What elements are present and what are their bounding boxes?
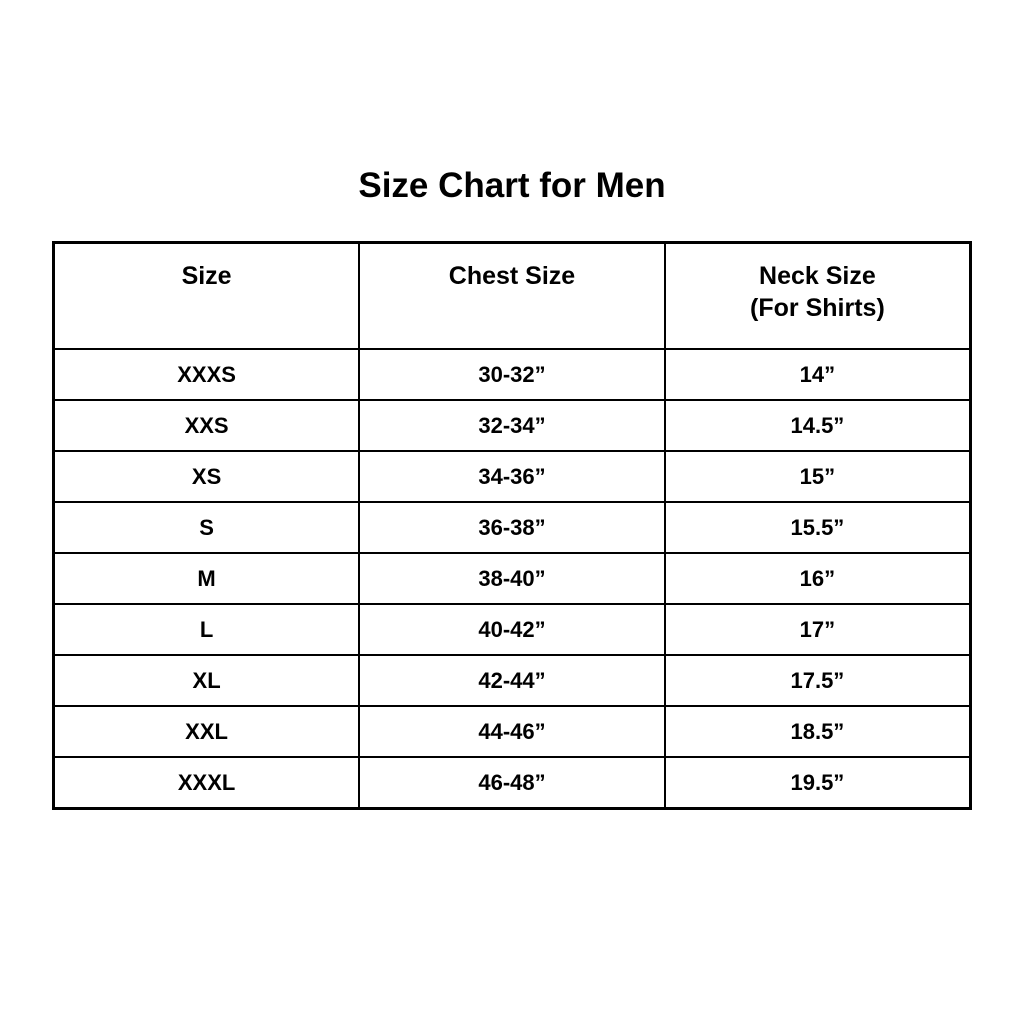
neck-size-cell: 14” [663,348,972,401]
neck-size-cell: 17.5” [663,654,972,707]
neck-size-cell: 17” [663,603,972,656]
header-size-label: Size [181,262,232,290]
header-neck-size: Neck Size (For Shirts) [663,241,972,350]
header-size: Size [52,241,361,350]
table-row: XXXS 30-32” 14” [52,348,972,401]
size-cell: XL [52,654,361,707]
chest-size-cell: 44-46” [358,705,666,758]
chest-size-cell: 32-34” [358,399,666,452]
table-body: XXXS 30-32” 14” XXS 32-34” 14.5” XS 34-3… [52,348,972,810]
neck-size-cell: 18.5” [663,705,972,758]
table-row: XS 34-36” 15” [52,450,972,503]
table-row: L 40-42” 17” [52,603,972,656]
chest-size-cell: 36-38” [358,501,666,554]
size-cell: XS [52,450,361,503]
table-row: XXXL 46-48” 19.5” [52,756,972,810]
table-row: XXL 44-46” 18.5” [52,705,972,758]
size-cell: XXXS [52,348,361,401]
table-row: M 38-40” 16” [52,552,972,605]
size-cell: XXXL [52,756,361,810]
size-cell: S [52,501,361,554]
chest-size-cell: 38-40” [358,552,666,605]
chest-size-cell: 40-42” [358,603,666,656]
chest-size-cell: 42-44” [358,654,666,707]
neck-size-cell: 15” [663,450,972,503]
neck-size-cell: 14.5” [663,399,972,452]
header-chest-size: Chest Size [358,241,666,350]
neck-size-cell: 19.5” [663,756,972,810]
header-chest-size-label: Chest Size [448,262,576,290]
page-title: Size Chart for Men [358,166,666,205]
chest-size-cell: 30-32” [358,348,666,401]
size-chart-table: Size Chest Size Neck Size (For Shirts) X… [52,241,972,810]
header-row: Size Chest Size Neck Size (For Shirts) [52,241,972,350]
chest-size-cell: 34-36” [358,450,666,503]
size-cell: XXS [52,399,361,452]
size-cell: M [52,552,361,605]
neck-size-cell: 16” [663,552,972,605]
header-neck-size-sublabel: (For Shirts) [750,294,885,322]
table-row: XXS 32-34” 14.5” [52,399,972,452]
table-header: Size Chest Size Neck Size (For Shirts) [52,241,972,350]
size-cell: XXL [52,705,361,758]
chest-size-cell: 46-48” [358,756,666,810]
table-row: S 36-38” 15.5” [52,501,972,554]
size-cell: L [52,603,361,656]
neck-size-cell: 15.5” [663,501,972,554]
table-row: XL 42-44” 17.5” [52,654,972,707]
header-neck-size-label: Neck Size [759,262,876,290]
